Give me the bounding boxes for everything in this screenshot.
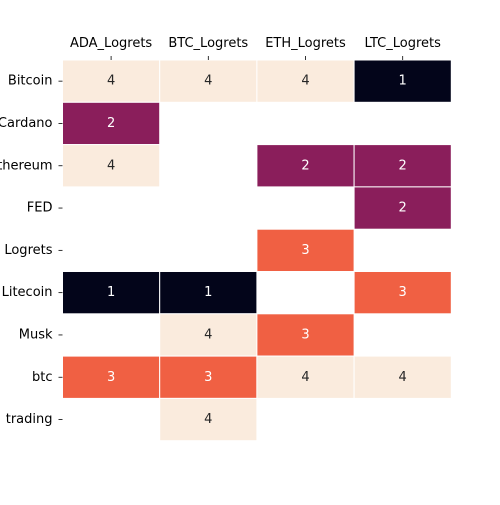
cell-value-label: 3 [204,370,212,385]
row-label-btc: btc [32,370,53,385]
cell-value-label: 4 [399,370,407,385]
column-label-ltc-logrets: LTC_Logrets [365,36,442,51]
cell-value-label: 4 [107,74,115,89]
cell-value-label: 4 [204,327,212,342]
row-label-trading: trading [6,412,53,427]
heatmap-cells: 4 4 4 1 2 4 2 2 2 3 1 1 3 4 3 3 3 4 4 4 [62,59,452,442]
row-label-logrets: Logrets [4,243,52,258]
row-labels: Bitcoin Cardano thereum FED Logrets Litecoin M… [0,74,63,427]
cell-value-label: 2 [399,201,407,216]
cell-value-label: 4 [301,74,309,89]
heatmap-cell-fed-ltc-logrets [353,186,452,230]
column-labels: ADA_Logrets BTC_Logrets ETH_Logrets LTC_Log… [70,36,441,60]
cell-value-label: 4 [204,74,212,89]
cell-value-label: 2 [107,116,115,131]
heatmap-cell-trading-btc-logrets [159,397,258,442]
heatmap-cell-bitcoin-ada-logrets [62,59,161,103]
row-label-musk: Musk [19,327,53,342]
row-label-fed: FED [27,201,53,216]
cell-value-label: 2 [399,158,407,173]
heatmap-cell-bitcoin-btc-logrets [159,59,258,103]
cell-value-label: 3 [301,243,309,258]
cell-value-label: 4 [301,370,309,385]
heatmap-cell-musk-btc-logrets [159,313,258,357]
heatmap-cell-btc-eth-logrets [256,355,355,399]
cell-value-label: 4 [107,158,115,173]
cell-value-label: 3 [399,285,407,300]
heatmap-cell-logrets-eth-logrets [256,228,355,272]
column-label-btc-logrets: BTC_Logrets [168,36,248,51]
row-label-litecoin: Litecoin [2,285,53,300]
heatmap-cell-litecoin-btc-logrets [159,271,258,315]
cell-value-label: 1 [399,74,407,89]
column-label-eth-logrets: ETH_Logrets [265,36,346,51]
row-label-bitcoin: Bitcoin [8,74,53,89]
heatmap-cell-btc-btc-logrets [159,355,258,399]
cell-value-label: 3 [301,327,309,342]
row-label-ethereum: thereum [0,158,53,173]
column-label-ada-logrets: ADA_Logrets [70,36,152,51]
heatmap-cell-ethereum-eth-logrets [256,144,355,188]
heatmap-cell-bitcoin-ltc-logrets [353,59,452,103]
row-label-cardano: Cardano [0,116,53,131]
cell-value-label: 2 [301,158,309,173]
cell-value-label: 1 [107,285,115,300]
heatmap-cell-litecoin-ltc-logrets [353,271,452,315]
cell-value-label: 3 [107,370,115,385]
heatmap-cell-btc-ltc-logrets [353,355,452,399]
cell-value-label: 1 [204,285,212,300]
cell-value-label: 4 [204,412,212,427]
heatmap-cell-ethereum-ltc-logrets [353,144,452,188]
